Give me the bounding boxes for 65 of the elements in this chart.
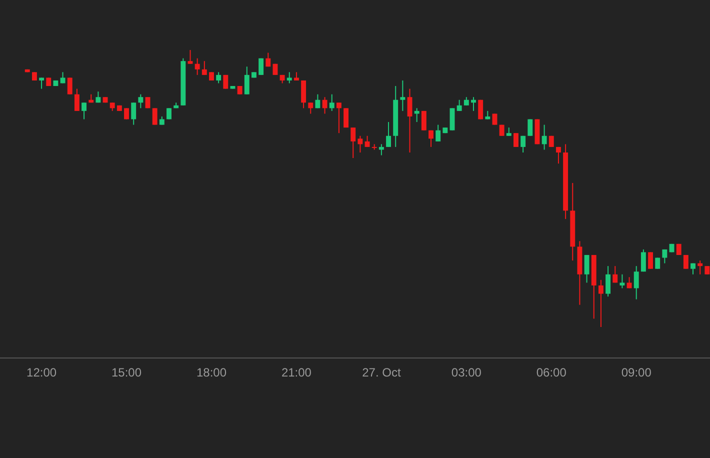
candlestick	[528, 118, 533, 136]
candlestick	[378, 144, 384, 156]
candlestick	[166, 108, 172, 120]
candlestick	[39, 77, 44, 90]
candlestick	[364, 135, 370, 148]
candlestick	[584, 254, 590, 284]
candlestick	[620, 274, 625, 289]
candlestick	[131, 102, 136, 126]
candlestick	[542, 124, 547, 150]
candlestick	[82, 102, 87, 120]
candlestick	[336, 102, 342, 134]
candlestick	[301, 80, 306, 109]
candlestick	[67, 77, 72, 95]
candlestick	[329, 94, 334, 112]
candlestick	[216, 72, 222, 84]
candlestick	[407, 88, 412, 153]
x-tick-label: 06:00	[536, 366, 567, 380]
candlestick	[74, 88, 80, 112]
candlestick	[662, 248, 668, 264]
candlestick	[188, 50, 193, 64]
x-tick-label: 18:00	[196, 366, 227, 380]
candlestick	[315, 94, 320, 109]
candlestick	[640, 248, 646, 272]
candlestick	[386, 122, 391, 148]
candlestick	[450, 108, 455, 131]
x-tick-label: 27. Oct	[362, 366, 402, 380]
candlestick	[514, 132, 518, 148]
candlestick	[683, 254, 688, 270]
candlestick	[258, 58, 264, 76]
candlestick	[308, 102, 314, 114]
candlestick	[492, 113, 498, 126]
candlestick	[520, 135, 526, 153]
candlestick	[421, 110, 426, 131]
candlestick	[698, 260, 703, 275]
x-tick-label: 21:00	[281, 366, 312, 380]
x-tick-label: 09:00	[621, 366, 652, 380]
candlestick	[124, 108, 129, 120]
x-tick-label: 15:00	[112, 366, 142, 380]
candlestick	[556, 146, 561, 164]
candlestick	[612, 266, 618, 284]
candlestick	[344, 108, 349, 128]
candlestick	[414, 108, 420, 123]
candlestick	[436, 124, 441, 142]
candlestick	[358, 135, 363, 153]
candlestick	[286, 72, 292, 84]
candlestick	[471, 96, 476, 112]
candlestick	[266, 52, 271, 68]
x-tick-label: 12:00	[26, 366, 57, 380]
candlestick	[350, 127, 356, 159]
candlestick	[648, 252, 653, 270]
candlestick	[598, 279, 604, 328]
candlestick	[322, 96, 328, 114]
candlestick	[428, 130, 434, 148]
candlestick	[478, 99, 484, 120]
candlestick	[202, 60, 207, 76]
candlestick	[456, 99, 462, 112]
candlestick	[152, 108, 158, 126]
candlestick	[194, 58, 200, 76]
candlestick	[138, 94, 144, 109]
candlestick	[400, 80, 406, 112]
candlestick	[244, 66, 250, 95]
x-tick-label: 03:00	[451, 366, 482, 380]
candlestick	[634, 266, 639, 300]
candlestick	[223, 74, 228, 90]
candlestick	[606, 266, 611, 298]
